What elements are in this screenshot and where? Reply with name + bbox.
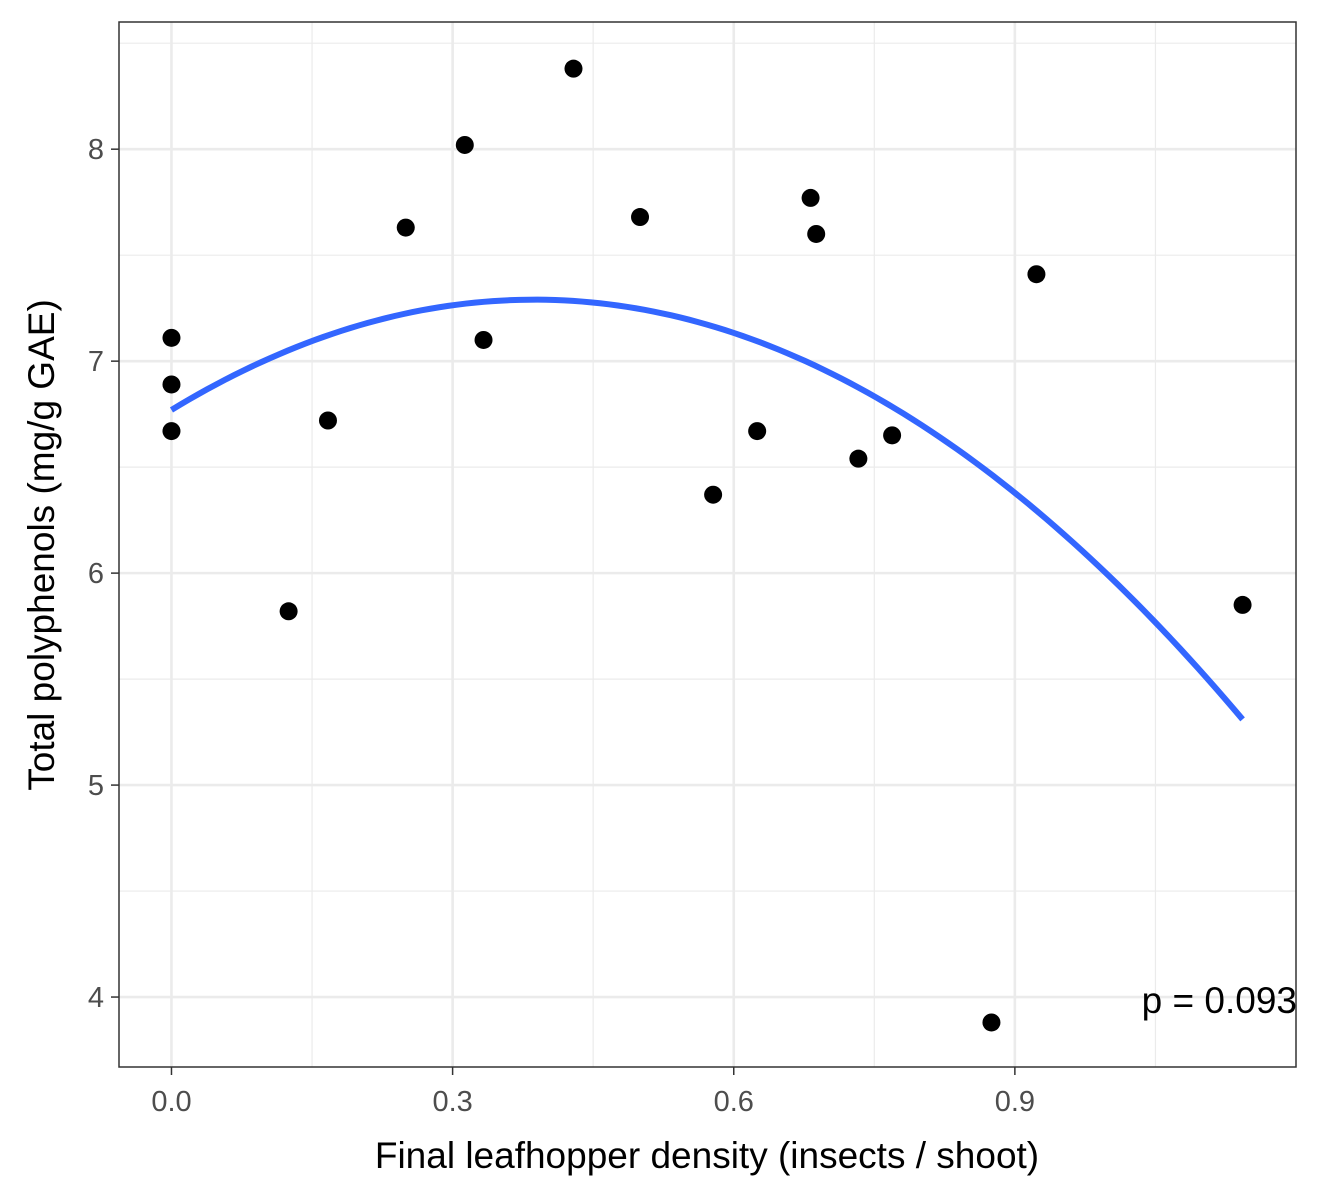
x-axis-ticks: 0.0 0.3 0.6 0.9 <box>151 1067 1035 1118</box>
minor-gridlines <box>119 22 1296 1067</box>
x-tick-label: 0.0 <box>151 1086 191 1118</box>
data-point <box>801 188 820 207</box>
data-point <box>883 426 902 445</box>
data-point <box>631 208 650 227</box>
data-point <box>455 135 474 154</box>
data-point <box>1027 265 1046 284</box>
y-axis-title: Total polyphenols (mg/g GAE) <box>21 299 62 791</box>
plot-panel-border <box>118 21 1297 1068</box>
data-point <box>564 59 583 78</box>
data-point <box>318 411 337 430</box>
plot-panel-background <box>119 22 1296 1067</box>
data-point <box>849 449 868 468</box>
data-point <box>1233 595 1252 614</box>
x-axis-title: Final leafhopper density (insects / shoo… <box>375 1135 1039 1176</box>
data-point <box>396 218 415 237</box>
data-point <box>982 1013 1001 1032</box>
y-tick-label: 5 <box>88 770 104 802</box>
data-point <box>704 485 723 504</box>
data-point <box>748 422 767 441</box>
annotation-p-value: p = 0.093 <box>1142 980 1297 1021</box>
x-tick-label: 0.9 <box>995 1086 1035 1118</box>
data-point <box>162 328 181 347</box>
y-tick-label: 6 <box>88 558 104 590</box>
x-tick-label: 0.6 <box>714 1086 754 1118</box>
data-point <box>474 330 493 349</box>
data-point <box>807 224 826 243</box>
data-point <box>162 375 181 394</box>
y-tick-label: 7 <box>88 346 104 378</box>
data-point <box>279 602 298 621</box>
y-axis-ticks: 4 5 6 7 8 <box>88 134 119 1014</box>
fit-curve <box>169 296 1245 722</box>
data-points <box>162 59 1252 1032</box>
y-tick-label: 4 <box>88 982 104 1014</box>
y-tick-label: 8 <box>88 134 104 166</box>
major-gridlines <box>119 22 1296 1067</box>
x-tick-label: 0.3 <box>432 1086 472 1118</box>
data-point <box>162 422 181 441</box>
